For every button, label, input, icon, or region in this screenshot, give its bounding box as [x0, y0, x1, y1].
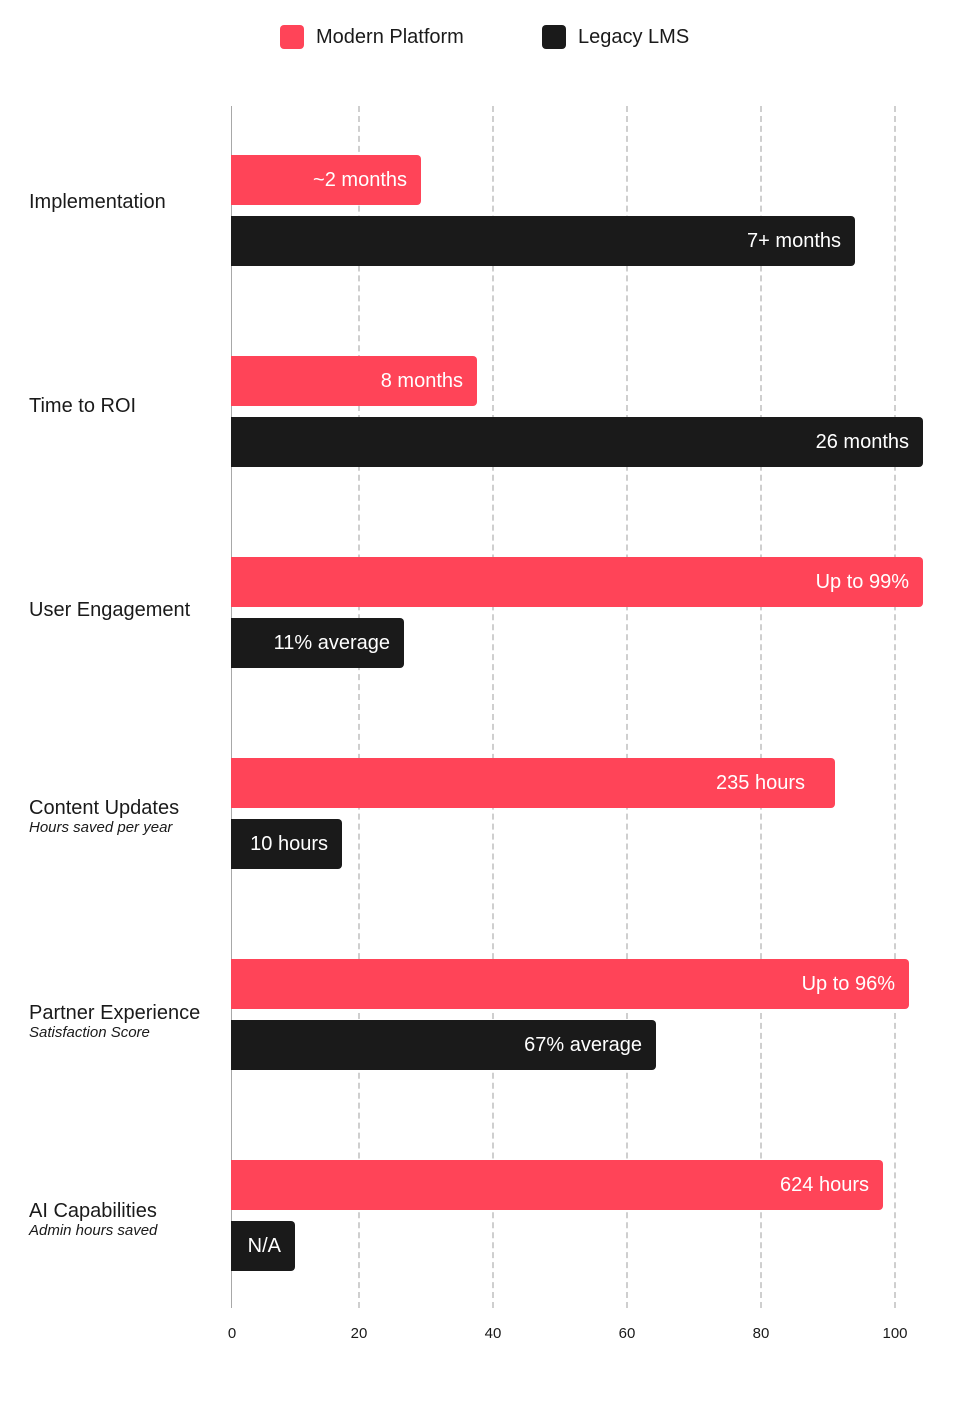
- bar-legacy-time-to-roi: 26 months: [231, 417, 923, 467]
- category-partner-experience: Partner Experience Satisfaction Score: [29, 1002, 200, 1042]
- category-ai-capabilities: AI Capabilities Admin hours saved: [29, 1200, 157, 1240]
- category-time-to-roi: Time to ROI: [29, 395, 136, 417]
- x-tick: 80: [752, 1325, 770, 1342]
- category-title: Partner Experience: [29, 1002, 201, 1024]
- category-title: Content Updates: [29, 797, 180, 819]
- legend-swatch-legacy: [542, 25, 566, 49]
- gridline-80: [760, 106, 762, 1308]
- category-subtitle: Admin hours saved: [29, 1222, 158, 1239]
- legend-label: Modern Platform: [316, 25, 464, 48]
- gridline-20: [358, 106, 360, 1308]
- plot-area: [231, 106, 931, 1308]
- bar-legacy-implementation: 7+ months: [231, 216, 855, 266]
- bar-modern-ai-capabilities: 624 hours: [231, 1160, 883, 1210]
- gridline-60: [626, 106, 628, 1308]
- legend-swatch-modern: [280, 25, 304, 49]
- bar-modern-content-updates: 235 hours: [231, 758, 835, 808]
- category-content-updates: Content Updates Hours saved per year: [29, 797, 179, 837]
- category-title: User Engagement: [29, 599, 191, 621]
- x-tick: 40: [484, 1325, 502, 1342]
- x-tick: 100: [882, 1325, 908, 1342]
- bar-modern-partner-experience: Up to 96%: [231, 959, 909, 1009]
- bar-modern-implementation: ~2 months: [231, 155, 421, 205]
- category-subtitle: Hours saved per year: [29, 819, 173, 836]
- x-tick: 60: [618, 1325, 636, 1342]
- legend-label: Legacy LMS: [578, 25, 690, 48]
- bar-modern-time-to-roi: 8 months: [231, 356, 477, 406]
- category-subtitle: Satisfaction Score: [29, 1024, 150, 1041]
- legend-item-legacy-lms: Legacy LMS: [542, 22, 689, 52]
- x-tick: 20: [350, 1325, 368, 1342]
- bar-legacy-user-engagement: 11% average: [231, 618, 404, 668]
- bar-legacy-ai-capabilities: N/A: [231, 1221, 295, 1271]
- gridline-40: [492, 106, 494, 1308]
- bar-legacy-content-updates: 10 hours: [231, 819, 342, 869]
- category-title: Time to ROI: [29, 395, 137, 417]
- category-title: Implementation: [29, 191, 166, 213]
- bar-legacy-partner-experience: 67% average: [231, 1020, 656, 1070]
- legend-item-modern-platform: Modern Platform: [280, 22, 464, 52]
- chart-legend: Modern Platform Legacy LMS: [0, 22, 980, 52]
- category-title: AI Capabilities: [29, 1200, 157, 1222]
- y-axis-line: [231, 106, 232, 1308]
- bar-modern-user-engagement: Up to 99%: [231, 557, 923, 607]
- x-tick: 0: [227, 1325, 237, 1342]
- category-user-engagement: User Engagement: [29, 599, 190, 621]
- category-implementation: Implementation: [29, 191, 166, 213]
- gridline-100: [894, 106, 896, 1308]
